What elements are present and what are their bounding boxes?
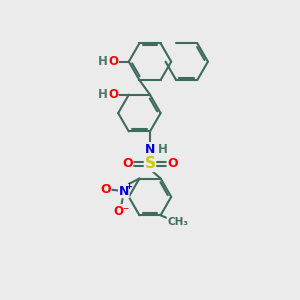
Text: S: S bbox=[145, 156, 155, 171]
Text: H: H bbox=[158, 142, 167, 156]
Text: CH₃: CH₃ bbox=[167, 217, 188, 227]
Text: H: H bbox=[98, 55, 108, 68]
Text: O⁻: O⁻ bbox=[113, 205, 130, 218]
Text: O: O bbox=[167, 157, 178, 170]
Text: O: O bbox=[100, 183, 111, 196]
Text: O: O bbox=[108, 88, 118, 101]
Text: H: H bbox=[98, 88, 108, 101]
Text: N: N bbox=[145, 142, 155, 156]
Text: O: O bbox=[122, 157, 133, 170]
Text: +: + bbox=[126, 182, 133, 191]
Text: O: O bbox=[108, 55, 118, 68]
Text: N: N bbox=[118, 185, 129, 198]
